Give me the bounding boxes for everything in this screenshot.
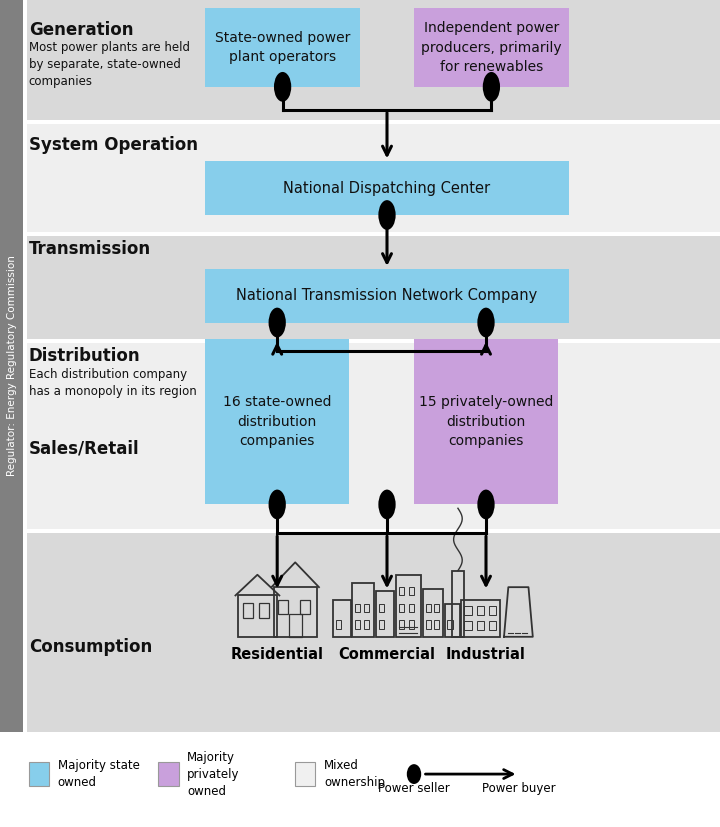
Bar bbox=[379, 604, 384, 612]
Bar bbox=[399, 620, 403, 629]
Bar bbox=[205, 8, 360, 87]
Text: Power buyer: Power buyer bbox=[482, 782, 555, 796]
Bar bbox=[426, 620, 431, 629]
Bar bbox=[356, 620, 360, 629]
Bar bbox=[489, 621, 496, 630]
Bar bbox=[477, 621, 484, 630]
Bar bbox=[274, 587, 317, 637]
Bar bbox=[300, 600, 310, 614]
Bar bbox=[444, 604, 461, 637]
Ellipse shape bbox=[477, 308, 495, 337]
Ellipse shape bbox=[274, 72, 291, 102]
Bar bbox=[238, 595, 277, 637]
Text: Distribution: Distribution bbox=[29, 347, 140, 366]
Bar bbox=[336, 620, 341, 629]
Text: National Dispatching Center: National Dispatching Center bbox=[284, 180, 490, 196]
Bar bbox=[29, 762, 49, 786]
Bar bbox=[464, 621, 472, 630]
Bar bbox=[356, 604, 360, 612]
Bar bbox=[27, 0, 720, 120]
Bar bbox=[414, 339, 558, 504]
Bar bbox=[452, 571, 464, 637]
Text: Industrial: Industrial bbox=[446, 647, 526, 662]
Text: Mixed
ownership: Mixed ownership bbox=[324, 759, 385, 789]
Bar bbox=[433, 620, 439, 629]
Text: National Transmission Network Company: National Transmission Network Company bbox=[236, 288, 538, 304]
Bar bbox=[409, 620, 414, 629]
Text: Consumption: Consumption bbox=[29, 638, 152, 657]
Bar bbox=[433, 604, 439, 612]
Bar bbox=[409, 587, 414, 595]
Bar bbox=[27, 343, 720, 529]
Ellipse shape bbox=[269, 308, 286, 337]
Bar bbox=[399, 604, 403, 612]
Bar bbox=[289, 614, 302, 637]
Text: State-owned power
plant operators: State-owned power plant operators bbox=[215, 31, 351, 65]
Text: System Operation: System Operation bbox=[29, 136, 198, 155]
Text: Majority
privately
owned: Majority privately owned bbox=[187, 751, 240, 797]
Bar bbox=[364, 604, 369, 612]
Bar bbox=[353, 583, 374, 637]
Bar bbox=[409, 604, 414, 612]
Text: Majority state
owned: Majority state owned bbox=[58, 759, 140, 789]
Bar bbox=[205, 339, 349, 504]
Ellipse shape bbox=[379, 490, 396, 519]
Ellipse shape bbox=[482, 72, 500, 102]
Bar bbox=[489, 606, 496, 615]
Text: Generation: Generation bbox=[29, 21, 133, 39]
Bar bbox=[27, 236, 720, 339]
Bar bbox=[399, 587, 403, 595]
Text: Power seller: Power seller bbox=[378, 782, 450, 796]
Ellipse shape bbox=[379, 200, 396, 230]
Text: Each distribution company
has a monopoly in its region: Each distribution company has a monopoly… bbox=[29, 368, 197, 398]
Text: Commercial: Commercial bbox=[338, 647, 436, 662]
Bar bbox=[423, 589, 444, 637]
Ellipse shape bbox=[407, 764, 421, 784]
Bar bbox=[158, 762, 179, 786]
Bar bbox=[364, 620, 369, 629]
Text: Independent power
producers, primarily
for renewables: Independent power producers, primarily f… bbox=[421, 21, 562, 74]
Bar bbox=[477, 606, 484, 615]
Bar bbox=[278, 600, 288, 614]
Bar bbox=[0, 0, 23, 732]
Bar bbox=[333, 600, 351, 637]
Bar bbox=[243, 604, 253, 619]
Bar bbox=[27, 124, 720, 232]
Bar bbox=[426, 604, 431, 612]
Bar bbox=[447, 620, 452, 629]
Bar bbox=[205, 161, 569, 215]
Text: Transmission: Transmission bbox=[29, 240, 151, 258]
Bar bbox=[396, 575, 420, 637]
Bar bbox=[379, 620, 384, 629]
Bar bbox=[205, 269, 569, 323]
Bar bbox=[0, 732, 720, 827]
Bar bbox=[27, 533, 720, 732]
Ellipse shape bbox=[269, 490, 286, 519]
Text: 16 state-owned
distribution
companies: 16 state-owned distribution companies bbox=[223, 395, 331, 448]
Bar bbox=[376, 591, 395, 637]
Bar bbox=[414, 8, 569, 87]
Bar bbox=[464, 606, 472, 615]
Text: Regulator: Energy Regulatory Commission: Regulator: Energy Regulatory Commission bbox=[6, 255, 17, 476]
Bar bbox=[295, 762, 315, 786]
Bar bbox=[461, 600, 500, 637]
Text: Most power plants are held
by separate, state-owned
companies: Most power plants are held by separate, … bbox=[29, 41, 190, 88]
Ellipse shape bbox=[477, 490, 495, 519]
Bar bbox=[259, 604, 269, 619]
Text: Sales/Retail: Sales/Retail bbox=[29, 440, 140, 458]
Text: 15 privately-owned
distribution
companies: 15 privately-owned distribution companie… bbox=[419, 395, 553, 448]
Text: Residential: Residential bbox=[230, 647, 324, 662]
